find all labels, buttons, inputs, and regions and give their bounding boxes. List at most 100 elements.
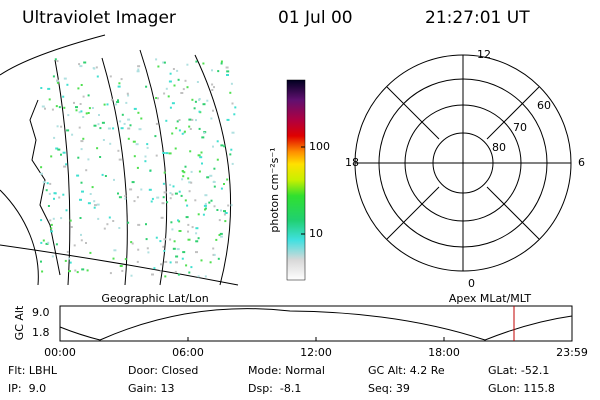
pixel: [196, 81, 199, 83]
pixel: [175, 261, 178, 264]
pixel: [81, 268, 85, 271]
pixel: [54, 58, 57, 61]
lat-label: 60: [537, 99, 551, 112]
pixel: [85, 169, 88, 172]
pixel: [47, 87, 51, 90]
pixel: [201, 162, 203, 165]
pixel: [136, 196, 139, 199]
pixel: [231, 162, 234, 165]
pixel: [178, 220, 181, 223]
pixel: [217, 257, 220, 260]
pixel: [98, 114, 100, 116]
pixel: [165, 152, 169, 155]
pixel: [76, 271, 79, 274]
pixel: [80, 181, 83, 184]
pixel: [153, 267, 156, 270]
mlt-label: 18: [345, 156, 359, 169]
pixel: [52, 75, 55, 78]
pixel: [213, 253, 216, 256]
pixel: [81, 190, 84, 193]
pixel: [127, 137, 130, 140]
pixel: [119, 120, 122, 123]
pixel: [86, 269, 89, 272]
pixel: [91, 107, 94, 109]
pixel: [126, 92, 129, 95]
pixel: [137, 111, 140, 114]
pixel: [190, 181, 193, 184]
pixel: [146, 146, 149, 149]
status-field: Seq: 39: [368, 382, 410, 395]
status-field: Mode: Normal: [248, 364, 325, 377]
pixel: [93, 67, 96, 70]
pixel: [187, 223, 190, 226]
status-field: Flt: LBHL: [8, 364, 58, 377]
pixel: [55, 105, 58, 108]
pixel: [188, 181, 192, 184]
x-tick-label: 06:00: [172, 346, 204, 359]
pixel: [106, 223, 109, 226]
panel-label: Apex MLat/MLT: [449, 292, 532, 305]
pixel: [117, 85, 121, 88]
pixel: [127, 127, 131, 130]
pixel: [57, 148, 61, 151]
pixel: [177, 273, 180, 276]
pixel: [87, 94, 90, 97]
pixel: [87, 202, 91, 205]
mlt-label: 6: [578, 156, 585, 169]
pixel: [83, 61, 87, 64]
pixel: [104, 175, 107, 177]
pixel: [175, 255, 179, 258]
pixel: [101, 173, 104, 176]
pixel: [127, 118, 131, 121]
pixel: [47, 205, 50, 207]
pixel: [140, 188, 143, 191]
pixel: [120, 78, 123, 81]
pixel: [54, 192, 57, 195]
pixel: [135, 143, 139, 146]
coastline: [29, 99, 61, 276]
grid-curve: [139, 49, 168, 286]
pixel: [82, 137, 85, 140]
pixel: [172, 185, 175, 188]
pixel: [117, 99, 119, 102]
pixel: [71, 133, 74, 136]
pixel: [162, 61, 165, 64]
pixel: [229, 153, 232, 156]
pixel: [42, 239, 45, 242]
pixel: [121, 113, 124, 116]
pixel: [162, 182, 165, 185]
pixel: [49, 182, 52, 185]
pixel: [103, 227, 106, 230]
pixel: [217, 70, 220, 73]
pixel: [183, 171, 186, 174]
pixel: [45, 242, 49, 245]
pixel: [136, 166, 139, 169]
pixel: [88, 107, 91, 110]
pixel: [197, 154, 201, 157]
pixel: [55, 243, 58, 246]
grid-curve: [0, 244, 239, 286]
polar-grid: [354, 54, 572, 272]
pixel: [76, 174, 80, 177]
pixel: [211, 89, 214, 91]
axis: [386, 86, 440, 140]
pixel: [190, 266, 193, 269]
pixel: [63, 77, 67, 80]
pixel: [169, 197, 172, 200]
pixel: [215, 238, 218, 241]
axis: [386, 186, 440, 240]
pixel: [49, 219, 52, 222]
pixel: [96, 147, 99, 150]
mlt-label: 0: [468, 277, 475, 290]
pixel: [79, 198, 82, 201]
pixel: [112, 257, 115, 260]
pixel: [46, 182, 49, 185]
pixel: [124, 195, 127, 197]
pixel: [138, 128, 142, 131]
pixel: [181, 178, 184, 181]
pixel: [118, 158, 122, 161]
pixel: [79, 217, 82, 219]
pixel: [78, 63, 81, 66]
grid-curve: [0, 189, 39, 286]
pixel: [206, 176, 210, 179]
